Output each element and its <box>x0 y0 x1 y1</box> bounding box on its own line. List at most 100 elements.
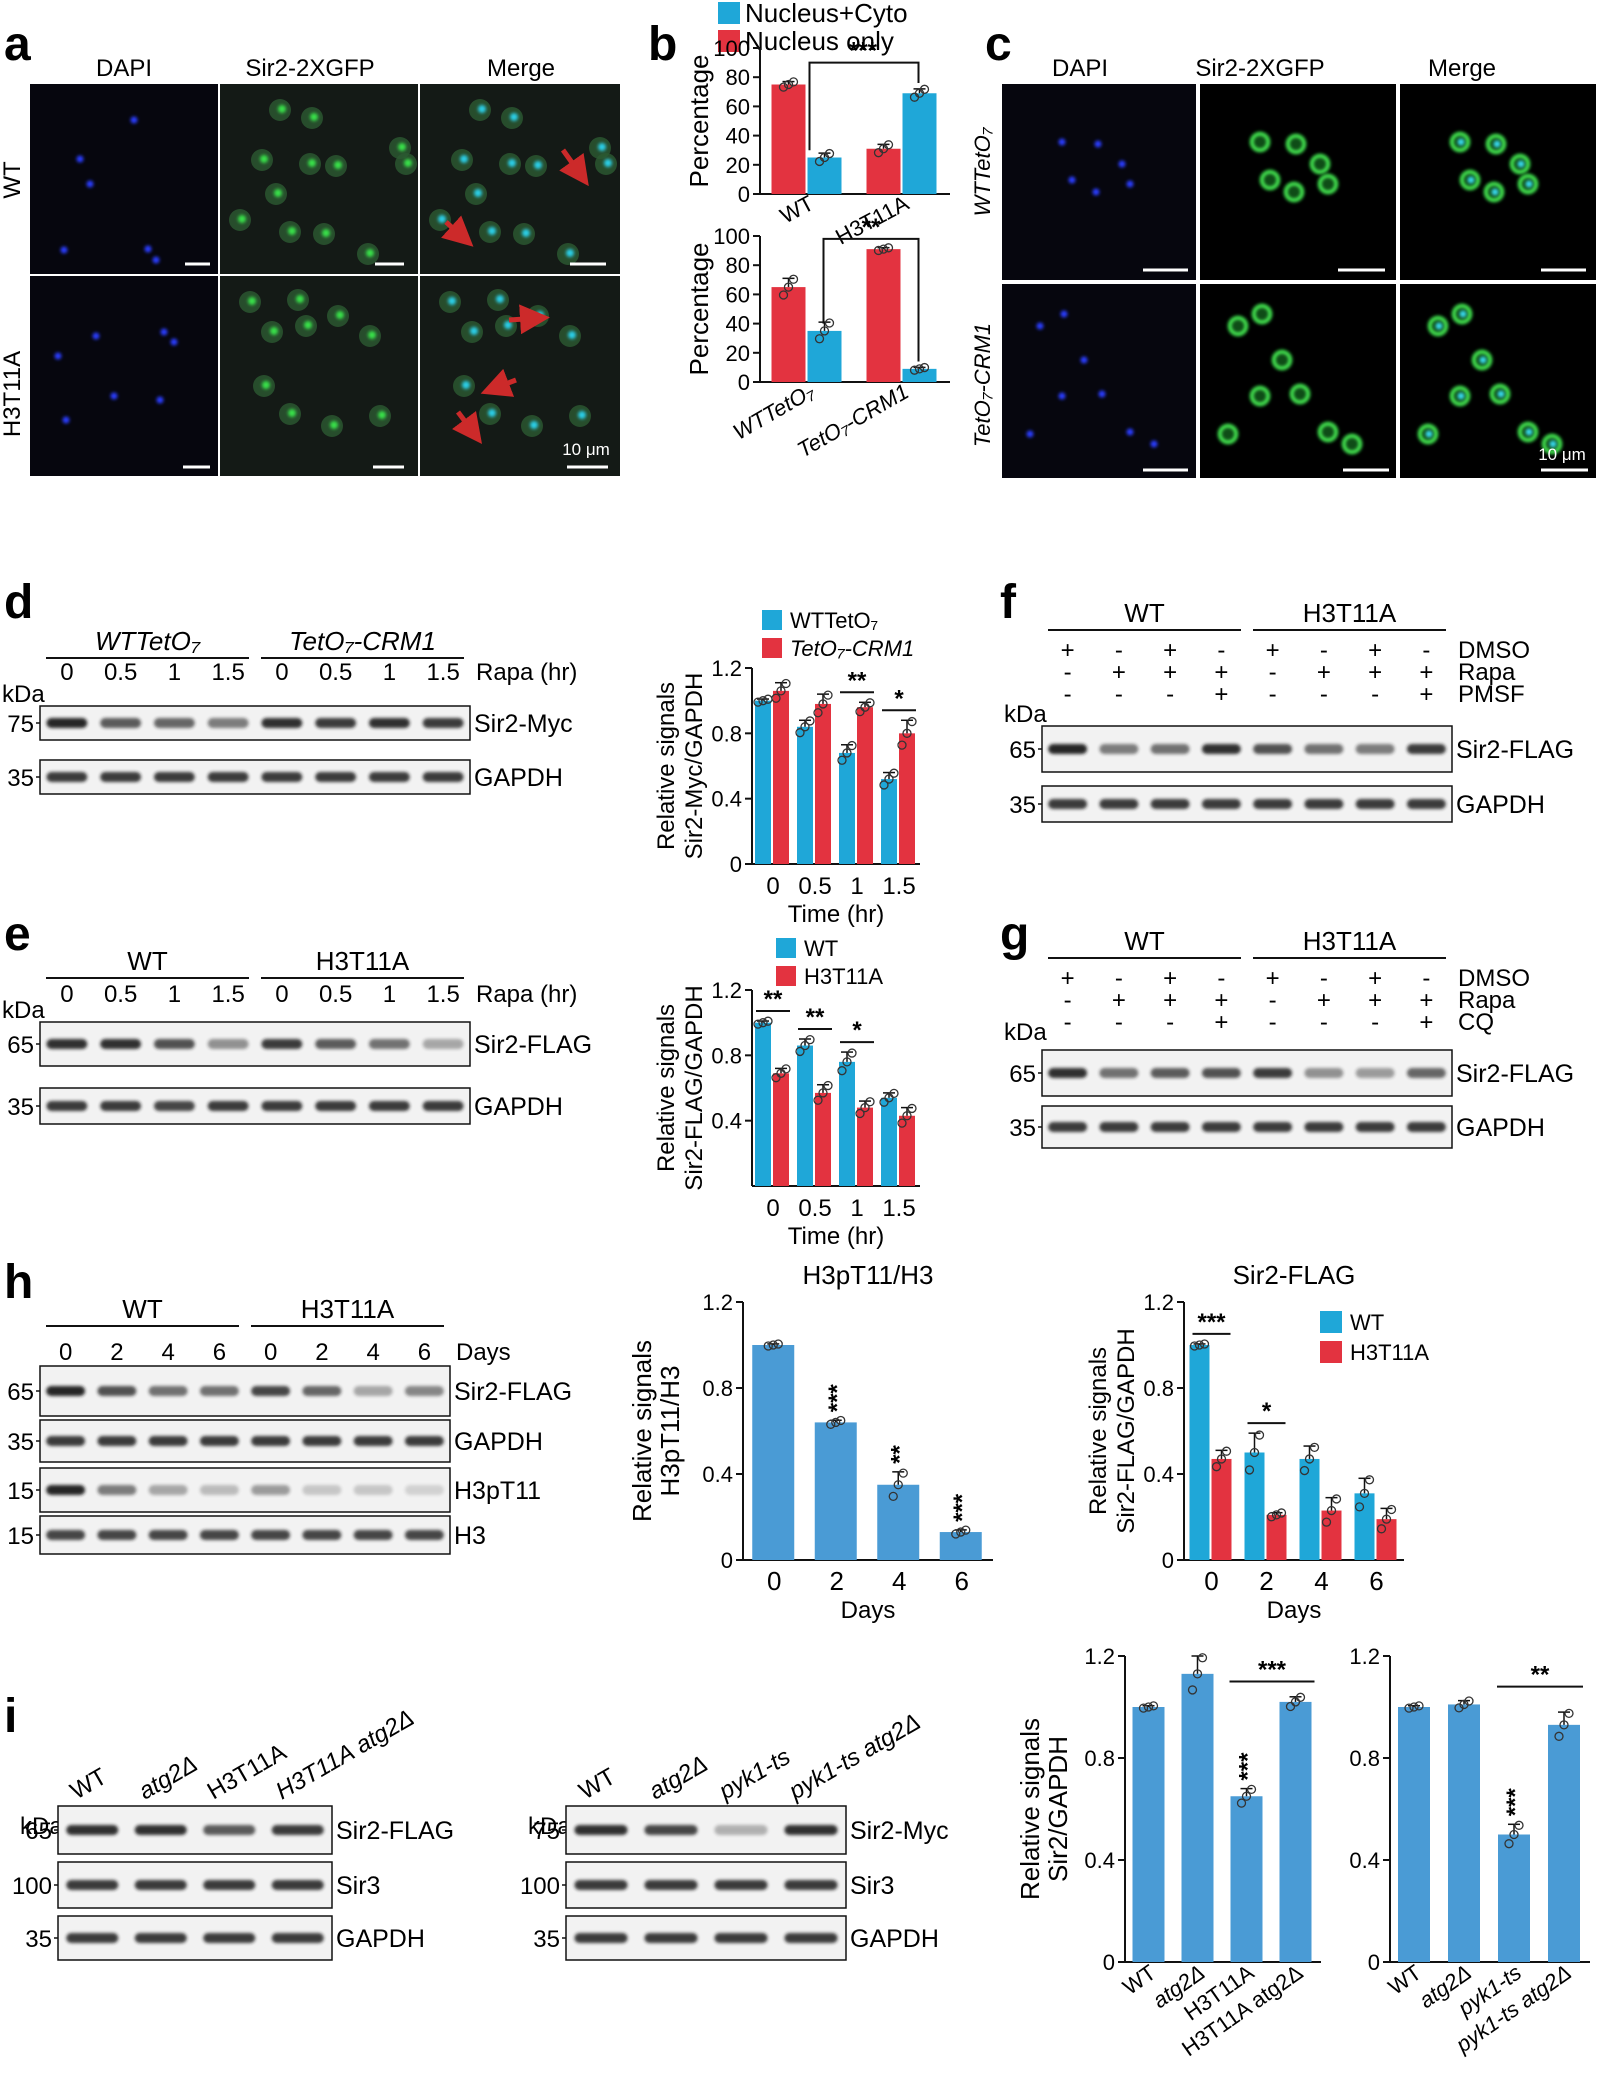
bar <box>939 1532 982 1560</box>
cell-nucleus <box>1080 356 1088 364</box>
cell-nucleus <box>144 245 152 253</box>
data-point <box>1221 1446 1232 1456</box>
band <box>66 1825 119 1835</box>
cell-spot <box>1549 440 1557 448</box>
cell-spot <box>378 411 386 419</box>
blot-f: WT H3T11A+ - + - + - + - DMSO- + + + - + + + Rapa- - - + - - - +… <box>1004 598 1574 823</box>
data-point <box>1216 1454 1227 1464</box>
data-point <box>909 365 920 375</box>
x-tick-label: 0 <box>766 1195 779 1222</box>
cell-spot <box>310 113 318 121</box>
band <box>644 1880 698 1890</box>
band <box>404 1485 444 1495</box>
cell-spot <box>504 321 512 329</box>
cell-spot <box>398 143 406 151</box>
significance: * <box>894 685 904 712</box>
significance: *** <box>824 1384 851 1413</box>
group-label: WT <box>1124 926 1165 956</box>
data-point <box>1148 1701 1159 1711</box>
panel-e: e WT H3T11A 0 0.5 1 1.5 0 0.5 1 1.5 Rapa (hr) kDa 65… <box>2 908 920 1250</box>
band <box>1099 1068 1139 1078</box>
treatment-sign: - <box>1064 659 1072 686</box>
band <box>97 1485 137 1495</box>
bar <box>815 1092 831 1186</box>
cell-spot <box>278 105 286 113</box>
lane-label: 2 <box>110 1339 123 1366</box>
treatment-sign: - <box>1217 637 1225 664</box>
treatment-sign: + <box>1112 659 1126 686</box>
col-label-gfp-c: Sir2-2XGFP <box>1195 55 1324 82</box>
data-point <box>831 1417 841 1428</box>
data-point <box>814 334 825 344</box>
data-point <box>1249 1447 1260 1458</box>
cell-ring <box>1460 170 1480 190</box>
data-point <box>889 768 899 778</box>
significance-bracket <box>808 61 920 151</box>
significance: * <box>852 1017 862 1044</box>
data-point <box>1187 1685 1198 1695</box>
band <box>271 1880 324 1890</box>
data-point <box>818 1088 828 1098</box>
legend-swatch <box>762 610 782 630</box>
cell-spot <box>366 249 374 257</box>
cell-nucleus <box>156 396 164 404</box>
treatment-sign: - <box>1115 965 1123 992</box>
bar <box>1299 1458 1320 1560</box>
legend-swatch <box>776 938 796 958</box>
y-tick-label: 0 <box>1103 1950 1115 1975</box>
cell-spot <box>568 331 576 339</box>
cell-spot <box>304 321 312 329</box>
data-point <box>1359 1488 1370 1498</box>
strip-label: GAPDH <box>1456 1114 1545 1142</box>
y-tick-label: 1.2 <box>711 978 742 1003</box>
lane-label: 0 <box>60 981 73 1008</box>
lane-label: 0.5 <box>319 981 352 1008</box>
cell-ring <box>1542 434 1562 454</box>
treatment-sign: - <box>1269 681 1277 708</box>
data-point <box>1354 1502 1365 1512</box>
band <box>1355 1068 1395 1078</box>
band <box>1201 799 1241 809</box>
bar <box>797 1045 813 1186</box>
strip-label: Sir3 <box>336 1872 380 1900</box>
data-point <box>919 84 930 94</box>
band <box>353 1386 393 1396</box>
band <box>422 1039 464 1049</box>
cell-nucleus <box>160 328 168 336</box>
y-tick-label: 0 <box>1368 1950 1380 1975</box>
band <box>261 1039 303 1049</box>
band <box>353 1485 393 1495</box>
y-tick-label: 0.4 <box>1143 1462 1174 1487</box>
cell-ring <box>1286 134 1306 154</box>
x-tick-label: WT <box>776 190 818 228</box>
cell-nucleus <box>62 416 70 424</box>
y-tick-label: 0 <box>721 1548 733 1573</box>
cell-spot <box>522 229 530 237</box>
bar <box>1376 1519 1397 1560</box>
chart-title: H3pT11/H3 <box>802 1260 933 1290</box>
band <box>271 1933 324 1943</box>
bar <box>807 330 842 382</box>
band <box>153 718 195 728</box>
legend-swatch <box>1320 1311 1342 1333</box>
data-point <box>1244 1465 1255 1475</box>
cell-spot <box>1493 140 1501 148</box>
y-tick-label: 0.8 <box>1143 1376 1174 1401</box>
cell-spot <box>438 215 446 223</box>
bar <box>1181 1673 1214 1962</box>
treatment-sign: + <box>1266 637 1280 664</box>
panel-g: g WT H3T11A+ - + - + - + - DMSO- + + + - + + + Rapa- - - + - -… <box>1000 908 1574 1149</box>
band <box>422 1101 464 1111</box>
data-point <box>902 728 912 738</box>
band <box>1099 799 1139 809</box>
lane-title: Rapa (hr) <box>476 659 577 686</box>
cell-spot <box>336 311 344 319</box>
col-label-gfp: Sir2-2XGFP <box>245 55 374 82</box>
bar <box>752 1345 795 1560</box>
treatment-sign: - <box>1166 1009 1174 1036</box>
band <box>368 718 410 728</box>
band <box>271 1825 324 1835</box>
bar <box>773 1073 789 1186</box>
band <box>302 1530 342 1540</box>
